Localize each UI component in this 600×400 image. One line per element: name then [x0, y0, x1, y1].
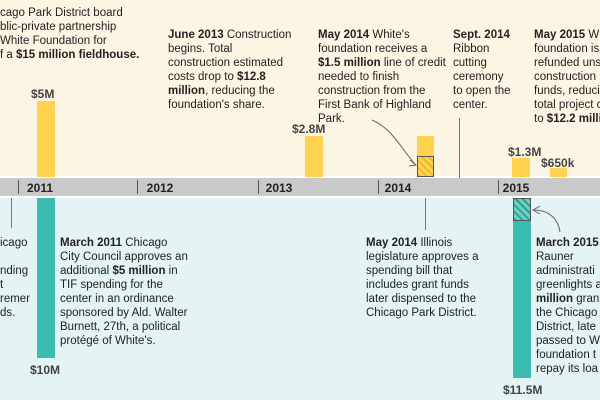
note-board: cago Park District board blic-private pa…	[0, 7, 140, 61]
value-label: $2.8M	[292, 122, 326, 136]
axis-tick	[258, 180, 259, 194]
note-may-2015: May 2015 W foundation is refunded unsp c…	[534, 29, 600, 125]
value-label: $1.3M	[508, 145, 542, 159]
bar-2011-top	[37, 101, 55, 177]
bar-2014-top	[417, 136, 434, 156]
note-june-2013: June 2013 Construction begins. Total con…	[168, 29, 292, 111]
year-label: 2015	[502, 181, 530, 195]
axis-tick	[137, 180, 138, 194]
note-left-cut: icago nding t rement ds.	[0, 237, 30, 319]
value-label: $11.5M	[503, 383, 543, 397]
value-label: $10M	[30, 363, 61, 377]
bar-2013-top	[305, 136, 323, 177]
axis-tick	[18, 180, 19, 194]
bar-2011-bottom	[37, 198, 55, 358]
leader-line	[425, 198, 426, 230]
axis-tick	[498, 180, 499, 194]
note-march-2011: March 2011 Chicago City Council approves…	[60, 237, 188, 347]
bar-2014-hatched	[417, 156, 434, 177]
value-label: $5M	[31, 87, 55, 101]
timeline-axis	[0, 178, 600, 196]
leader-line	[459, 118, 460, 178]
year-label: 2012	[146, 181, 174, 195]
bar-2015-hatched	[513, 198, 531, 221]
axis-tick	[378, 180, 379, 194]
note-may-2014-credit: May 2014 White's foundation receives a $…	[318, 29, 446, 125]
note-may-2014-legislature: May 2014 Illinois legislature approves a…	[366, 237, 479, 319]
leader-line	[11, 198, 12, 228]
note-sept-2014: Sept. 2014 Ribbon cutting ceremony to op…	[453, 29, 511, 111]
year-label: 2014	[384, 181, 412, 195]
year-label: 2011	[26, 181, 54, 195]
bar-2015-top	[512, 158, 530, 177]
upper-band	[0, 0, 600, 176]
bar-2015-bottom	[513, 221, 531, 378]
lower-band	[0, 198, 600, 400]
bar-2015b-top	[550, 168, 567, 177]
note-march-2015: March 2015 Rauner administrati greenligh…	[536, 237, 600, 375]
value-label: $650k	[541, 156, 575, 170]
year-label: 2013	[265, 181, 293, 195]
